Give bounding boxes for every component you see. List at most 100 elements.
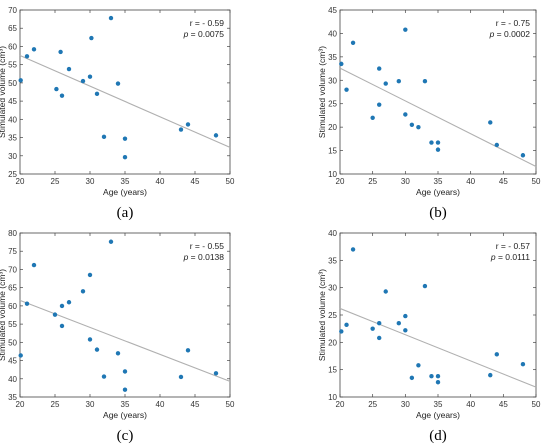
data-point (122, 155, 128, 160)
chart-panel-2: 20 25 30 35 40 45 50 10 15 20 25 30 35 40 45 r = - 0.75… (317, 6, 541, 221)
data-point (370, 115, 375, 120)
x-tick-label: 50 (226, 400, 235, 409)
data-point (80, 289, 86, 294)
y-tick-label: 35 (328, 53, 337, 62)
y-tick-label: 40 (328, 229, 337, 238)
data-point (520, 362, 526, 367)
data-point (52, 312, 58, 317)
p-value: = 0.0002 (497, 29, 531, 39)
data-point (18, 353, 23, 358)
data-point (350, 247, 356, 252)
data-point (403, 313, 408, 319)
y-axis-title: Stimulated volume (cm³) (0, 269, 7, 361)
panel-label: (a) (117, 205, 134, 221)
x-tick-label: 45 (499, 400, 508, 409)
data-point (185, 122, 191, 127)
y-tick-label: 15 (328, 366, 337, 375)
data-point (94, 347, 100, 352)
y-tick-label: 45 (8, 97, 17, 106)
chart-panel-3: 20 25 30 35 40 45 50 35 40 45 50 55 60 65 70 75 80 r = - … (0, 229, 235, 444)
data-point (409, 122, 415, 128)
regression-line (339, 307, 537, 388)
y-tick-label: 40 (8, 115, 17, 124)
y-tick-label: 25 (328, 311, 337, 320)
y-tick-label: 45 (328, 6, 337, 15)
data-point (429, 140, 434, 145)
x-tick-label: 40 (466, 177, 475, 186)
data-point (115, 351, 121, 356)
y-tick-label: 60 (8, 302, 17, 311)
y-tick-label: 30 (328, 284, 337, 293)
correlation-r-text: r = - 0.59 (190, 18, 225, 28)
y-axis-title: Stimulated volume (cm³) (317, 269, 327, 361)
x-tick-label: 45 (191, 177, 200, 186)
data-point (344, 87, 349, 92)
data-point (403, 112, 408, 117)
data-point (416, 363, 421, 368)
x-tick-label: 25 (51, 177, 60, 186)
panel-label: (c) (117, 428, 134, 444)
y-tick-label: 60 (8, 42, 17, 51)
y-tick-label: 55 (8, 320, 17, 329)
data-point (58, 49, 63, 55)
y-tick-label: 40 (8, 375, 17, 384)
data-point (101, 134, 107, 140)
data-point (429, 374, 434, 379)
y-tick-label: 45 (8, 357, 17, 366)
p-symbol: p (183, 252, 191, 262)
data-point (339, 61, 344, 67)
data-point (122, 369, 128, 374)
data-point (18, 78, 23, 83)
chart-panel-4: 20 25 30 35 40 45 50 10 15 20 25 30 35 40 r = - 0.57p … (317, 229, 541, 444)
data-point (122, 387, 128, 392)
data-point (213, 371, 219, 376)
data-point (520, 153, 526, 158)
data-point (383, 289, 388, 294)
y-tick-label: 30 (8, 152, 17, 161)
y-axis-title: Stimulated volume (cm³) (0, 46, 7, 138)
data-point (31, 47, 37, 52)
x-tick-label: 30 (401, 400, 410, 409)
p-symbol: p (489, 29, 497, 39)
data-point (422, 79, 428, 84)
p-symbol: p (183, 29, 191, 39)
data-point (87, 337, 93, 342)
data-point (377, 102, 382, 107)
y-tick-label: 25 (8, 170, 17, 179)
correlation-r-text: r = - 0.55 (190, 241, 225, 251)
x-tick-label: 20 (336, 177, 345, 186)
p-value-text: p = 0.0002 (489, 29, 531, 39)
p-value: = 0.0075 (191, 29, 225, 39)
data-point (59, 303, 65, 309)
x-axis-title: Age (years) (416, 187, 460, 197)
data-point (122, 136, 128, 141)
y-tick-label: 10 (328, 393, 337, 402)
data-point (108, 15, 114, 21)
data-point (416, 124, 421, 130)
data-point (87, 74, 93, 79)
x-tick-label: 20 (336, 400, 345, 409)
data-point (403, 328, 408, 333)
data-point (87, 272, 93, 278)
y-tick-label: 80 (8, 229, 17, 238)
x-tick-label: 20 (16, 400, 25, 409)
y-tick-label: 10 (328, 170, 337, 179)
p-value-text: p = 0.0111 (490, 252, 530, 262)
data-point (185, 348, 191, 353)
x-axis-title: Age (years) (416, 410, 460, 420)
y-tick-label: 70 (8, 265, 17, 274)
y-tick-label: 55 (8, 61, 17, 70)
data-point (108, 239, 114, 244)
x-tick-label: 45 (191, 400, 200, 409)
data-point (59, 323, 65, 329)
x-tick-label: 50 (532, 400, 541, 409)
regression-line (339, 67, 537, 167)
x-tick-label: 30 (86, 177, 95, 186)
y-tick-label: 35 (328, 256, 337, 265)
data-point (24, 301, 30, 306)
y-tick-label: 65 (8, 24, 17, 33)
x-tick-label: 35 (434, 177, 443, 186)
x-axis-title: Age (years) (103, 187, 147, 197)
